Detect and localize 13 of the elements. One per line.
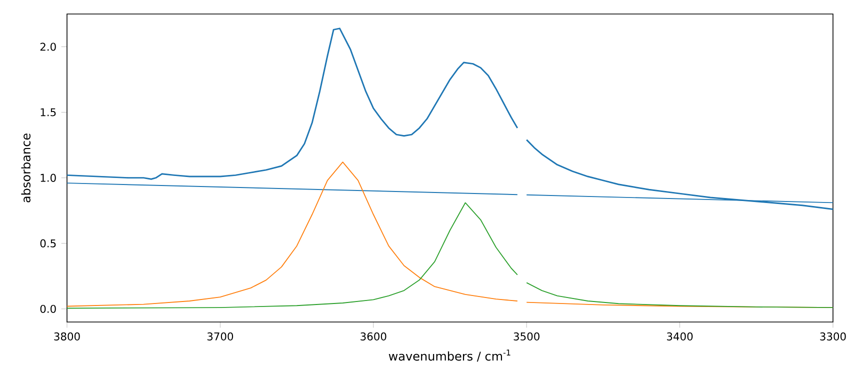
y-tick-label: 2.0 xyxy=(40,42,56,51)
x-tick-label: 3400 xyxy=(667,332,693,340)
x-tick-label: 3800 xyxy=(54,332,80,340)
x-tick-label: 3500 xyxy=(514,332,540,340)
y-tick-label: 1.0 xyxy=(40,174,56,182)
y-axis-title: absorbance xyxy=(21,134,30,202)
x-axis-title: wavenumbers / cm$^{-1}$ xyxy=(388,350,510,362)
y-tick-label: 0.5 xyxy=(40,239,56,248)
x-tick-label: 3600 xyxy=(360,332,386,340)
y-tick-label: 1.5 xyxy=(40,108,56,116)
y-tick-label: 0.0 xyxy=(40,304,56,313)
x-tick-label: 3300 xyxy=(820,332,846,340)
x-tick-label: 3700 xyxy=(207,332,234,340)
